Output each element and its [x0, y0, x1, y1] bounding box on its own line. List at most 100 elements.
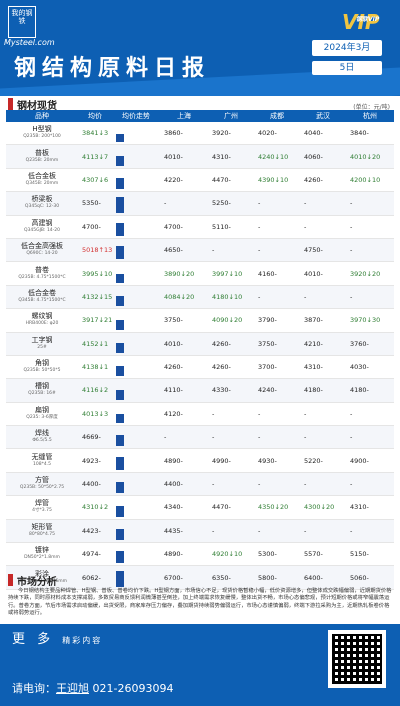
price-wuhan: - — [304, 199, 307, 208]
trend-cell — [112, 379, 160, 401]
price-shanghai: 4890- — [164, 550, 183, 559]
price-chengdu: 3750- — [258, 339, 277, 348]
trend-bar — [116, 434, 124, 447]
more-content[interactable]: 更 多 精彩内容 — [12, 628, 102, 647]
price-shanghai: 4010- — [164, 339, 183, 348]
contact-label: 请电询： — [12, 682, 56, 695]
product-cell: 角钢 Q235B: 50*50*5 — [6, 359, 78, 375]
unit-label: (单位：元/吨) — [353, 104, 390, 111]
table-body: H型钢 Q235B: 200*100 3841↓3 3860- 3920- 40… — [6, 122, 394, 590]
avg-price: 4138↓1 — [82, 363, 109, 372]
product-name: 低合金高强板 — [21, 242, 63, 251]
price-hangzhou: 4200↓10 — [350, 175, 381, 184]
price-chengdu: - — [258, 480, 261, 489]
trend-cell — [112, 122, 160, 144]
price-shanghai: 3860- — [164, 129, 183, 138]
qr-code[interactable] — [328, 630, 386, 688]
product-spec: 25# — [37, 344, 47, 350]
price-guangzhou: 4470- — [212, 503, 231, 512]
price-shanghai: 4260- — [164, 363, 183, 372]
trend-bar — [116, 196, 124, 213]
price-wuhan: 5220- — [304, 456, 323, 465]
price-wuhan: 4260- — [304, 175, 323, 184]
price-hangzhou: 4900- — [350, 456, 369, 465]
price-guangzhou: 4260- — [212, 339, 231, 348]
price-guangzhou: 6350- — [212, 573, 231, 582]
price-wuhan: 4010- — [304, 269, 323, 278]
price-hangzhou: - — [350, 480, 353, 489]
price-shanghai: 4890- — [164, 456, 183, 465]
section-marker — [8, 98, 13, 110]
table-row: 扁钢 Q235: 3-6厚度 4013↓3 4120- - - - - — [6, 403, 394, 427]
price-chengdu: 4240↓10 — [258, 152, 289, 161]
trend-bar — [116, 342, 124, 353]
product-spec: Q235B: 50*50*5 — [23, 368, 61, 374]
vip-sub: 钢联VIP — [356, 16, 380, 23]
price-guangzhou: 4990- — [212, 456, 231, 465]
product-spec: Q345B: 20mm — [25, 180, 59, 186]
avg-price: 4669- — [82, 433, 101, 442]
trend-bar — [116, 178, 124, 190]
price-chengdu: - — [258, 292, 261, 301]
product-cell: 普卷 Q235B: 4.75*1500*C — [6, 266, 78, 282]
avg-price: 4152↓1 — [82, 339, 109, 348]
contact-name[interactable]: 王迎旭 — [56, 682, 89, 695]
price-chengdu: 4240- — [258, 386, 277, 395]
trend-bar — [116, 571, 124, 587]
product-cell: 工字钢 25# — [6, 336, 78, 352]
price-hangzhou: 3840- — [350, 129, 369, 138]
avg-price: 4116↓2 — [82, 386, 109, 395]
price-guangzhou: 4180↓10 — [212, 292, 243, 301]
trend-bar — [116, 505, 124, 517]
price-shanghai: 4650- — [164, 246, 183, 255]
contact-line: 请电询：王迎旭 021-26093094 — [12, 680, 173, 696]
price-chengdu: - — [258, 526, 261, 535]
price-hangzhou: 3760- — [350, 339, 369, 348]
product-spec: 4寸*3.75 — [32, 508, 52, 514]
price-hangzhou: - — [350, 526, 353, 535]
price-shanghai: 4435- — [164, 526, 183, 535]
trend-cell — [112, 449, 160, 471]
header-trend: 均价走势 — [122, 112, 150, 120]
table-row: 工字钢 25# 4152↓1 4010- 4260- 3750- 4210- 3… — [6, 332, 394, 356]
price-shanghai: 4084↓20 — [164, 292, 195, 301]
price-wuhan: - — [304, 292, 307, 301]
price-chengdu: 4020- — [258, 129, 277, 138]
product-name: 普卷 — [35, 265, 49, 274]
qr-pattern — [332, 634, 382, 684]
trend-bar — [116, 366, 124, 377]
section-title-analysis: 市场分析 — [8, 572, 57, 588]
price-hangzhou: 5060- — [350, 573, 369, 582]
product-spec: Q235B: 20mm — [25, 157, 59, 163]
price-hangzhou: - — [350, 246, 353, 255]
trend-bar — [116, 482, 124, 494]
price-wuhan: 4180- — [304, 386, 323, 395]
price-shanghai: 4010- — [164, 152, 183, 161]
price-guangzhou: - — [212, 246, 215, 255]
price-hangzhou: 4180- — [350, 386, 369, 395]
price-table: 品种 均价 均价走势 上海 广州 成都 武汉 杭州 H型钢 Q235B: 200… — [6, 110, 394, 590]
table-row: 焊线 Φ6.5/5.5 4669- - - - - - — [6, 426, 394, 450]
price-wuhan: 4310- — [304, 363, 323, 372]
product-cell: 扁钢 Q235: 3-6厚度 — [6, 406, 78, 422]
product-name: 桥梁板 — [31, 195, 53, 204]
table-row: 角钢 Q235B: 50*50*5 4138↓1 4260- 4260- 370… — [6, 356, 394, 380]
report-day: 5日 — [312, 61, 382, 75]
table-row: H型钢 Q235B: 200*100 3841↓3 3860- 3920- 40… — [6, 122, 394, 146]
trend-bar — [116, 245, 124, 260]
price-wuhan: - — [304, 222, 307, 231]
table-row: 焊管 4寸*3.75 4310↓2 4340- 4470- 4350↓20 43… — [6, 496, 394, 520]
trend-bar — [116, 529, 124, 541]
report-date: 2024年3月 — [312, 40, 382, 56]
avg-price: 3841↓3 — [82, 129, 109, 138]
product-spec: Q235B: 200*100 — [23, 134, 61, 140]
price-hangzhou: - — [350, 433, 353, 442]
contact-phone[interactable]: 021-26093094 — [92, 682, 174, 695]
avg-price: 4013↓3 — [82, 409, 109, 418]
avg-price: 4923- — [82, 456, 101, 465]
product-cell: 桥梁板 Q345qC: 12-30 — [6, 195, 78, 211]
header: 我的钢铁 Mysteel.com VIP 钢联VIP 钢结构原料日报 2024年3… — [0, 0, 400, 96]
header-hangzhou: 杭州 — [363, 112, 377, 120]
avg-price: 4423- — [82, 526, 101, 535]
price-hangzhou: 4030- — [350, 363, 369, 372]
